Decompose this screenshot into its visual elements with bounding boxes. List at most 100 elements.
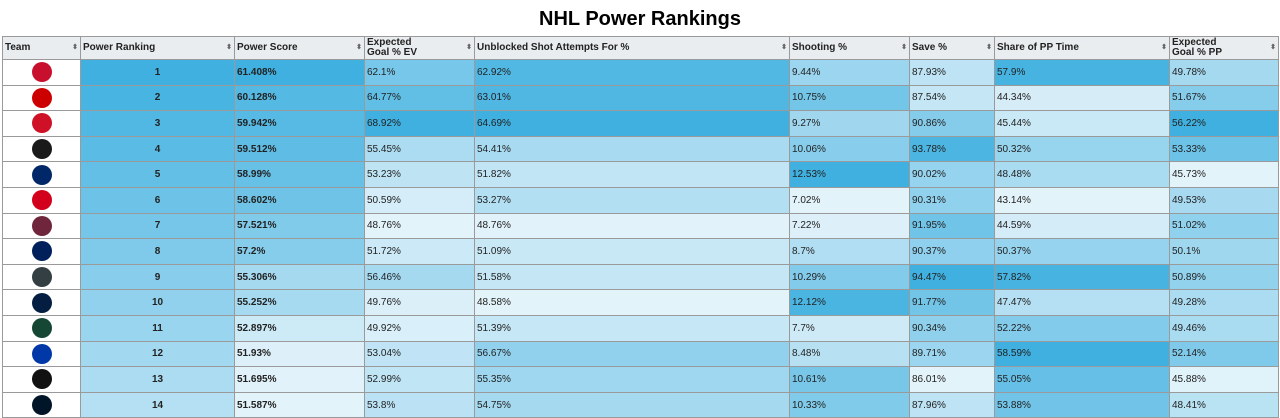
table-row: 7 57.521% 48.76% 48.76% 7.22% 91.95% 44.59% 51.… bbox=[2, 212, 1279, 240]
column-header-label: Unblocked Shot Attempts For % bbox=[477, 42, 630, 53]
florida-panthers-logo-icon bbox=[31, 62, 52, 83]
xg-ev-cell: 62.1% bbox=[364, 59, 475, 86]
sort-arrows-icon[interactable]: ⬍ bbox=[901, 44, 907, 51]
xg-ev-cell: 53.23% bbox=[364, 161, 475, 188]
sort-arrows-icon[interactable]: ⬍ bbox=[986, 44, 992, 51]
usat-cell: 51.39% bbox=[474, 314, 790, 342]
shoot-cell: 10.29% bbox=[789, 263, 910, 291]
table-row: 5 58.99% 53.23% 51.82% 12.53% 90.02% 48.48% 45.… bbox=[2, 161, 1279, 188]
column-header-team[interactable]: Team ⬍ bbox=[2, 36, 81, 60]
power-ranking-cell: 5 bbox=[80, 161, 235, 188]
column-header-pp_time[interactable]: Share of PP Time ⬍ bbox=[994, 36, 1170, 60]
column-header-xg_ev[interactable]: Expected Goal % EV ⬍ bbox=[364, 36, 475, 60]
column-header-label-line2: Goal % PP bbox=[1172, 47, 1223, 58]
column-header-xg_pp[interactable]: Expected Goal % PP ⬍ bbox=[1169, 36, 1279, 60]
save-cell: 90.86% bbox=[909, 110, 995, 137]
pp-time-cell: 57.9% bbox=[994, 59, 1170, 86]
sort-arrows-icon[interactable]: ⬍ bbox=[1270, 44, 1276, 51]
table-row: 11 52.897% 49.92% 51.39% 7.7% 90.34% 52.22% 49.… bbox=[2, 314, 1279, 342]
xg-pp-cell: 49.78% bbox=[1169, 59, 1279, 86]
column-header-score[interactable]: Power Score ⬍ bbox=[234, 36, 365, 60]
xg-ev-cell: 50.59% bbox=[364, 186, 475, 214]
column-header-label: Save % bbox=[912, 42, 948, 53]
score-cell: 59.942% bbox=[234, 110, 365, 137]
shoot-cell: 10.06% bbox=[789, 135, 910, 163]
table-header-row: Team ⬍ Power Ranking ⬍ Power Score ⬍ Expected G… bbox=[2, 36, 1279, 60]
usat-cell: 55.35% bbox=[474, 366, 790, 393]
save-cell: 90.02% bbox=[909, 161, 995, 188]
column-header-rank[interactable]: Power Ranking ⬍ bbox=[80, 36, 235, 60]
sort-arrows-icon[interactable]: ⬍ bbox=[72, 44, 78, 51]
save-cell: 91.77% bbox=[909, 289, 995, 316]
calgary-flames-logo-icon bbox=[31, 190, 52, 211]
xg-ev-cell: 49.92% bbox=[364, 314, 475, 342]
xg-pp-cell: 49.46% bbox=[1169, 314, 1279, 342]
xg-pp-cell: 53.33% bbox=[1169, 135, 1279, 163]
usat-cell: 51.58% bbox=[474, 263, 790, 291]
team-cell bbox=[2, 186, 81, 214]
toronto-maple-leafs-logo-icon bbox=[31, 241, 52, 262]
sort-arrows-icon[interactable]: ⬍ bbox=[466, 44, 472, 51]
table-row: 6 58.602% 50.59% 53.27% 7.02% 90.31% 43.14% 49.… bbox=[2, 186, 1279, 214]
new-jersey-devils-logo-icon bbox=[31, 113, 52, 134]
edmonton-oilers-logo-icon bbox=[31, 292, 52, 313]
usat-cell: 51.09% bbox=[474, 238, 790, 265]
power-ranking-cell: 2 bbox=[80, 84, 235, 112]
xg-ev-cell: 55.45% bbox=[364, 135, 475, 163]
power-ranking-cell: 4 bbox=[80, 135, 235, 163]
usat-cell: 53.27% bbox=[474, 186, 790, 214]
column-header-save[interactable]: Save % ⬍ bbox=[909, 36, 995, 60]
save-cell: 90.31% bbox=[909, 186, 995, 214]
sort-arrows-icon[interactable]: ⬍ bbox=[1161, 44, 1167, 51]
score-cell: 51.695% bbox=[234, 366, 365, 393]
score-cell: 52.897% bbox=[234, 314, 365, 342]
column-header-label: Expected bbox=[1172, 37, 1217, 48]
colorado-avalanche-logo-icon bbox=[31, 215, 52, 236]
shoot-cell: 8.7% bbox=[789, 238, 910, 265]
xg-pp-cell: 45.73% bbox=[1169, 161, 1279, 188]
usat-cell: 54.41% bbox=[474, 135, 790, 163]
score-cell: 57.2% bbox=[234, 238, 365, 265]
team-cell bbox=[2, 161, 81, 188]
xg-pp-cell: 49.53% bbox=[1169, 186, 1279, 214]
power-ranking-cell: 11 bbox=[80, 314, 235, 342]
team-cell bbox=[2, 289, 81, 316]
column-header-label: Shooting % bbox=[792, 42, 847, 53]
team-cell bbox=[2, 135, 81, 163]
sort-arrows-icon[interactable]: ⬍ bbox=[226, 44, 232, 51]
los-angeles-kings-logo-icon bbox=[31, 369, 52, 390]
column-header-shoot[interactable]: Shooting % ⬍ bbox=[789, 36, 910, 60]
column-header-usat[interactable]: Unblocked Shot Attempts For % ⬍ bbox=[474, 36, 790, 60]
shoot-cell: 7.02% bbox=[789, 186, 910, 214]
column-header-label: Power Ranking bbox=[83, 42, 156, 53]
save-cell: 87.93% bbox=[909, 59, 995, 86]
save-cell: 87.54% bbox=[909, 84, 995, 112]
xg-pp-cell: 48.41% bbox=[1169, 391, 1279, 418]
power-ranking-cell: 3 bbox=[80, 110, 235, 137]
team-cell bbox=[2, 263, 81, 291]
xg-pp-cell: 50.89% bbox=[1169, 263, 1279, 291]
pp-time-cell: 50.32% bbox=[994, 135, 1170, 163]
score-cell: 51.93% bbox=[234, 340, 365, 368]
xg-ev-cell: 51.72% bbox=[364, 238, 475, 265]
power-ranking-cell: 13 bbox=[80, 366, 235, 393]
seattle-kraken-logo-icon bbox=[31, 395, 52, 416]
usat-cell: 51.82% bbox=[474, 161, 790, 188]
save-cell: 87.96% bbox=[909, 391, 995, 418]
score-cell: 58.99% bbox=[234, 161, 365, 188]
sort-arrows-icon[interactable]: ⬍ bbox=[781, 44, 787, 51]
column-header-label: Power Score bbox=[237, 42, 298, 53]
team-cell bbox=[2, 238, 81, 265]
power-ranking-cell: 1 bbox=[80, 59, 235, 86]
boston-bruins-logo-icon bbox=[31, 139, 52, 160]
team-cell bbox=[2, 366, 81, 393]
shoot-cell: 7.7% bbox=[789, 314, 910, 342]
xg-pp-cell: 52.14% bbox=[1169, 340, 1279, 368]
power-ranking-cell: 14 bbox=[80, 391, 235, 418]
shoot-cell: 10.61% bbox=[789, 366, 910, 393]
page-title: NHL Power Rankings bbox=[539, 8, 741, 30]
xg-ev-cell: 53.04% bbox=[364, 340, 475, 368]
tampa-bay-lightning-logo-icon bbox=[31, 164, 52, 185]
sort-arrows-icon[interactable]: ⬍ bbox=[356, 44, 362, 51]
xg-ev-cell: 64.77% bbox=[364, 84, 475, 112]
